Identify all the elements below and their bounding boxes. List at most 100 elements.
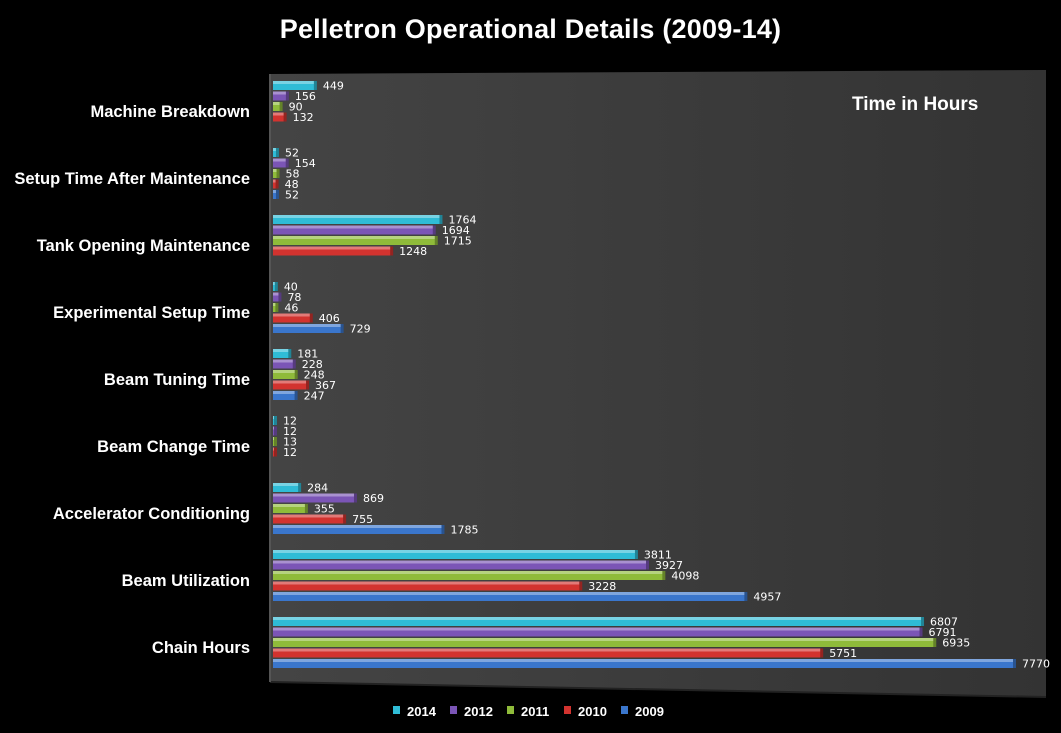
bar-highlight [273, 504, 307, 507]
bar-highlight [273, 158, 288, 162]
bar-highlight [273, 638, 936, 641]
legend-label: 2011 [521, 704, 549, 719]
bar-highlight [273, 550, 637, 553]
bar-cap [662, 571, 666, 580]
data-label: 449 [323, 80, 344, 93]
bar [273, 148, 278, 157]
bar-highlight [273, 525, 444, 528]
bar-highlight [273, 493, 356, 497]
bar-cap [343, 514, 347, 524]
bar-highlight [273, 313, 312, 317]
bar [273, 215, 442, 224]
data-label: 406 [319, 312, 340, 325]
bar-cap [1013, 659, 1016, 668]
bar-highlight [273, 648, 823, 652]
data-label: 284 [307, 482, 328, 495]
bar [273, 648, 823, 658]
data-label: 367 [315, 379, 336, 392]
data-label: 3927 [655, 559, 683, 572]
bar [273, 638, 936, 647]
bar-highlight [273, 169, 279, 172]
bar [273, 659, 1015, 668]
data-label: 12 [283, 415, 297, 428]
bar [273, 112, 286, 122]
legend-swatch [507, 706, 514, 714]
bar-highlight [273, 391, 297, 394]
legend-swatch [621, 706, 628, 714]
bar-cap [274, 416, 277, 425]
bar-highlight [273, 112, 286, 116]
bar-cap [933, 638, 937, 647]
bar-highlight [273, 81, 316, 84]
data-label: 1715 [444, 235, 472, 248]
legend: 2014 2012 2011 2010 2009 [393, 704, 664, 719]
units-annotation: Time in Hours [852, 94, 978, 115]
bar-cap [274, 447, 277, 457]
bar [273, 169, 279, 178]
bar-highlight [273, 592, 747, 595]
bar-highlight [273, 359, 295, 363]
bar [273, 349, 291, 358]
bar-highlight [273, 246, 393, 250]
bar-cap [285, 91, 289, 101]
bar-highlight [273, 483, 301, 486]
bar-cap [279, 102, 283, 111]
bar-cap [288, 349, 292, 358]
data-label: 156 [295, 90, 316, 103]
data-label: 40 [284, 281, 298, 294]
data-label: 1248 [399, 245, 427, 258]
legend-swatch [393, 706, 400, 714]
bar [273, 303, 278, 312]
bar [273, 504, 307, 513]
data-label: 3228 [588, 580, 616, 593]
bar-cap [275, 190, 279, 199]
bar [273, 560, 649, 570]
bar-highlight [273, 659, 1015, 662]
data-label: 6935 [942, 637, 970, 650]
category-label: Experimental Setup Time [53, 304, 250, 322]
bar-highlight [273, 303, 278, 306]
bar-cap [919, 627, 923, 637]
bar-cap [294, 391, 298, 400]
chart-title: Pelletron Operational Details (2009-14) [279, 14, 782, 44]
bar [273, 592, 747, 601]
bar-cap [340, 324, 344, 333]
bar-cap [432, 225, 436, 235]
data-label: 3811 [644, 549, 672, 562]
data-label: 228 [302, 358, 323, 371]
bar [273, 359, 295, 369]
bar-highlight [273, 380, 309, 384]
bar-cap [306, 380, 310, 390]
bar-highlight [273, 91, 288, 95]
bar [273, 292, 281, 302]
category-label: Accelerator Conditioning [53, 505, 250, 523]
data-label: 1785 [450, 524, 478, 537]
bar-cap [434, 236, 438, 245]
legend-swatch [564, 706, 571, 714]
bar-highlight [273, 236, 437, 239]
bar-cap [274, 282, 278, 291]
bar [273, 81, 316, 90]
bar-highlight [273, 148, 278, 151]
bar [273, 380, 309, 390]
bar [273, 91, 288, 101]
bar-cap [304, 504, 308, 513]
bar-cap [441, 525, 445, 534]
bar [273, 313, 312, 323]
bar-cap [820, 648, 824, 658]
bar [273, 525, 444, 534]
bar [273, 550, 637, 559]
data-label: 48 [285, 178, 299, 191]
bar-highlight [273, 571, 665, 574]
bar-cap [274, 426, 277, 436]
bar-highlight [273, 514, 346, 518]
bar [273, 225, 435, 235]
bar [273, 158, 288, 168]
bar [273, 246, 393, 256]
data-label: 729 [350, 323, 371, 336]
bar [273, 370, 297, 379]
data-label: 869 [363, 492, 384, 505]
bar-cap [646, 560, 650, 570]
bar [273, 236, 437, 245]
